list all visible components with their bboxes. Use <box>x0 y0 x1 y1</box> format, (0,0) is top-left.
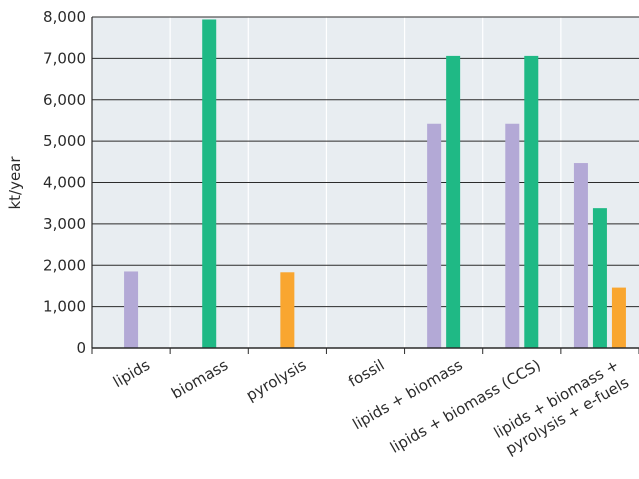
x-tick-label: fossil <box>345 356 387 391</box>
bar <box>280 272 295 348</box>
y-tick-label: 4,000 <box>43 174 86 192</box>
x-tick-label: pyrolysis <box>243 356 310 405</box>
y-axis-title: kt/year <box>6 156 24 210</box>
gridlines <box>92 16 639 308</box>
x-tick-label: lipids <box>110 356 153 391</box>
bar <box>427 123 442 348</box>
y-tick-label: 3,000 <box>43 215 86 233</box>
bar <box>446 55 461 348</box>
y-tick-label: 1,000 <box>43 298 86 316</box>
y-tick-label: 5,000 <box>43 132 86 150</box>
bar <box>202 19 217 348</box>
y-tick-label: 6,000 <box>43 91 86 109</box>
y-tick-label: 0 <box>76 339 86 357</box>
bar <box>611 287 626 348</box>
bar <box>592 208 607 348</box>
bar <box>124 271 139 348</box>
bar <box>573 163 588 348</box>
y-tick-label: 2,000 <box>43 256 86 274</box>
bar <box>505 123 520 348</box>
y-tick-label: 7,000 <box>43 49 86 67</box>
y-tick-label: 8,000 <box>43 8 86 26</box>
bars <box>124 19 626 348</box>
x-tick-label: biomass <box>168 356 231 403</box>
axes <box>91 17 639 354</box>
y-tick-labels: 0 1,000 2,000 3,000 4,000 5,000 6,000 7,000 8,00… <box>43 8 86 357</box>
bar <box>524 55 539 348</box>
